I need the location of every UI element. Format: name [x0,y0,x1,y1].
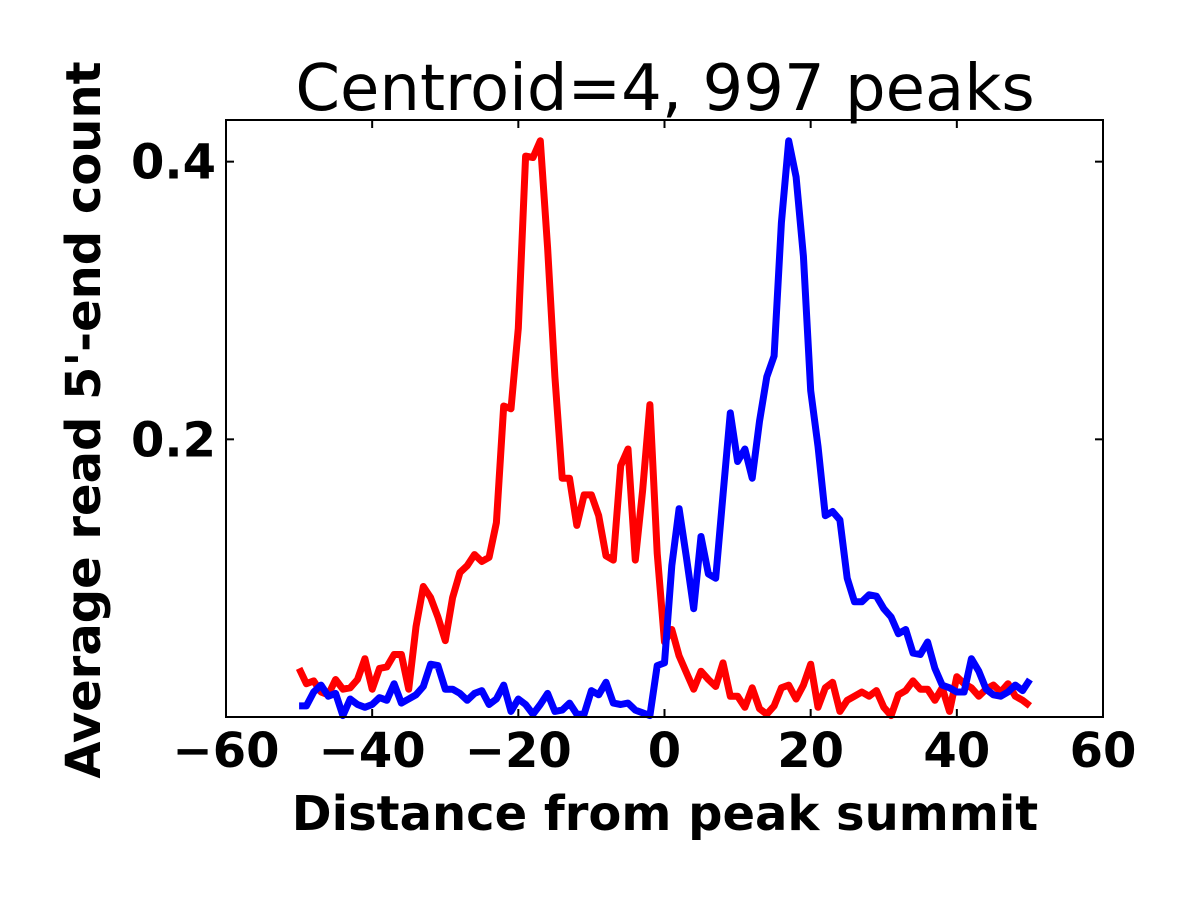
series-layer [295,137,1033,720]
x-tick-label: −60 [172,723,279,779]
x-axis-label: Distance from peak summit [292,786,1038,842]
x-tick-label: 60 [1070,723,1137,779]
x-tick-label: 20 [777,723,844,779]
y-tick-label: 0.2 [131,412,216,468]
tick-layer: −60 −40 −20 0 20 40 60 0.2 0.4 [131,120,1136,779]
x-tick-label: −20 [465,723,572,779]
y-axis-label: Average read 5'-end count [56,61,112,778]
x-tick-label: 0 [648,723,681,779]
series-line-1 [299,137,1033,720]
chart-title: Centroid=4, 997 peaks [295,52,1034,126]
y-tick-label: 0.4 [131,135,216,191]
x-tick-label: −40 [319,723,426,779]
x-tick-label: 40 [923,723,990,779]
